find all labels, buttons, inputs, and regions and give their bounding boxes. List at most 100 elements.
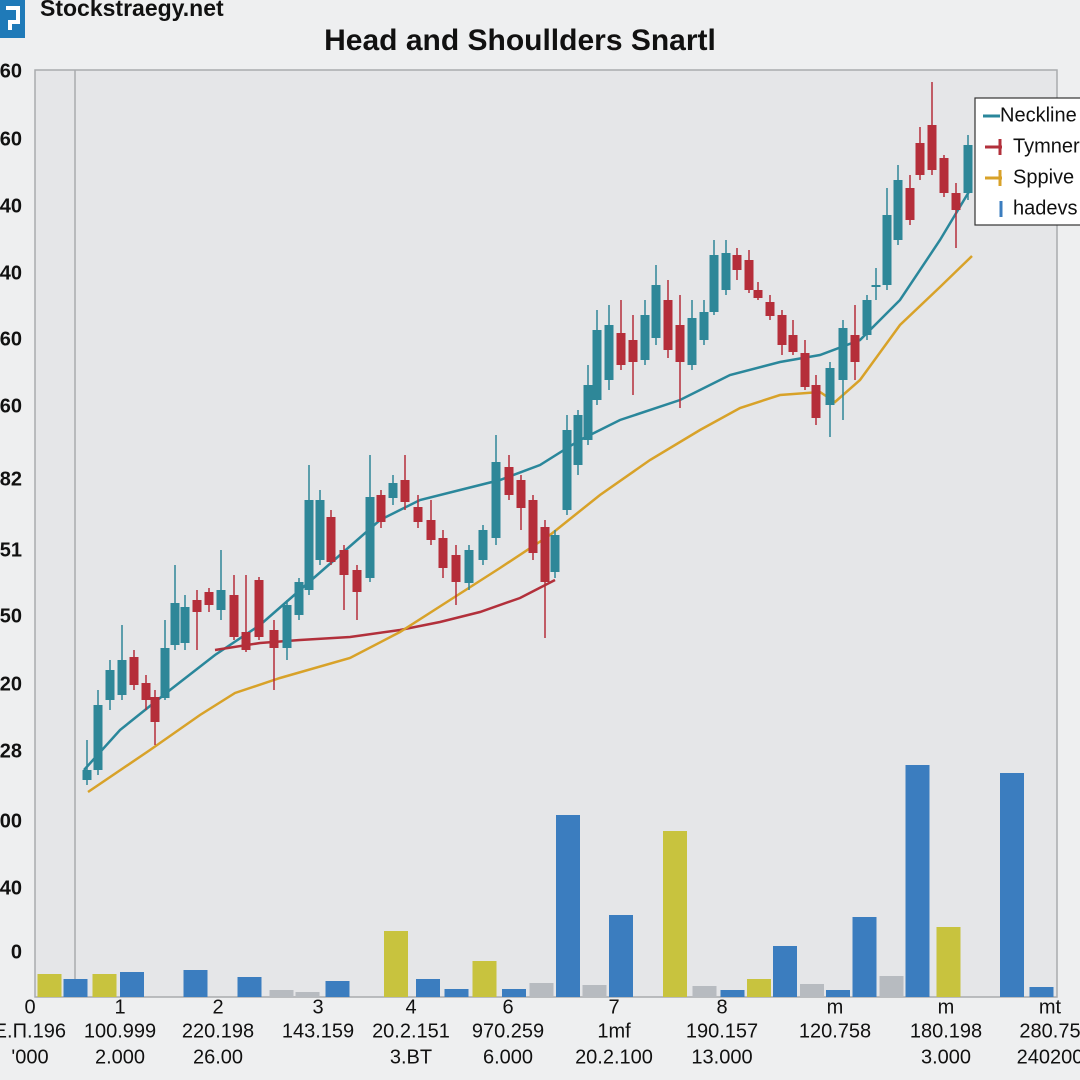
volume-bar [826, 990, 850, 997]
volume-bar [529, 983, 554, 997]
legend-label: Sppive [1013, 166, 1074, 188]
x-sublabel: 100.999 [84, 1020, 156, 1042]
x-sublabel-2: '000 [11, 1046, 48, 1068]
candle-body [170, 603, 180, 645]
x-sublabel: 120.758 [799, 1020, 871, 1042]
candle-body [882, 215, 892, 285]
candle-body [254, 580, 264, 637]
y-tick-label: 0 [11, 941, 22, 963]
x-tick-label: 8 [716, 996, 727, 1018]
chart-title: Head and Shoullders Snartl [324, 24, 716, 57]
candle-body [604, 325, 614, 380]
candle-body [129, 657, 139, 685]
candle-body [516, 480, 526, 508]
candle-body [282, 605, 292, 648]
candle-body [216, 590, 226, 610]
x-sublabel: 280.75 [1019, 1020, 1080, 1042]
volume-bar [120, 972, 144, 997]
candle-body [82, 770, 92, 780]
candle-body [365, 497, 375, 578]
candle-body [675, 325, 685, 362]
volume-bar [92, 974, 117, 997]
volume-bar [416, 979, 440, 997]
x-tick-label: 1 [114, 996, 125, 1018]
volume-bar [879, 976, 904, 997]
x-tick-label: 4 [405, 996, 416, 1018]
legend-box [974, 97, 1080, 226]
candle-body [141, 683, 151, 700]
candle-body [315, 500, 325, 560]
volume-bar [237, 977, 262, 997]
candle-body [850, 335, 860, 362]
y-tick-label: 60 [0, 60, 22, 82]
x-sublabel-2: 20.2.100 [575, 1046, 653, 1068]
candle-body [592, 330, 602, 400]
candle-body [117, 660, 127, 695]
candle-body [811, 385, 821, 418]
candle-body [204, 592, 214, 605]
x-sublabel-2: 13.000 [691, 1046, 752, 1068]
legend-label: hadevs [1013, 197, 1078, 219]
x-sublabel: 1mf [597, 1020, 631, 1042]
candle-body [241, 632, 251, 650]
volume-bar [37, 974, 62, 997]
candle-body [699, 312, 709, 340]
candle-body [905, 188, 915, 220]
x-sublabel: 20.2.151 [372, 1020, 450, 1042]
volume-bar [905, 765, 930, 997]
candle-body [150, 697, 160, 722]
candle-body [915, 143, 925, 175]
y-tick-label: 60 [0, 328, 22, 350]
x-tick-label: 6 [502, 996, 513, 1018]
y-tick-label: 28 [0, 740, 22, 762]
candle-body [388, 483, 398, 498]
candle-body [528, 500, 538, 553]
x-tick-label: 3 [312, 996, 323, 1018]
volume-bar [720, 990, 745, 997]
candle-body [504, 467, 514, 495]
volume-bar [692, 986, 717, 997]
volume-bar [502, 989, 526, 997]
candle-body [838, 328, 848, 380]
y-tick-label: 51 [0, 539, 22, 561]
volume-bar [384, 931, 408, 997]
candle-body [765, 302, 775, 316]
x-tick-label: m [938, 996, 955, 1018]
legend: Neckline Tymner Sppive hadevs [974, 97, 1080, 226]
candle-body [540, 527, 550, 582]
candle-body [438, 538, 448, 568]
candle-body [229, 595, 239, 637]
x-tick-label: m [827, 996, 844, 1018]
candle-body [464, 550, 474, 583]
volume-bar [773, 946, 797, 997]
candle-body [400, 480, 410, 502]
candle-body [651, 285, 661, 338]
y-tick-label: 60 [0, 395, 22, 417]
candle-body [451, 555, 461, 582]
candle-body [562, 430, 572, 510]
candle-body [478, 530, 488, 560]
candle-body [294, 582, 304, 615]
x-sublabel-2: 3.BT [390, 1046, 432, 1068]
candle-body [376, 495, 386, 522]
candle-body [304, 500, 314, 590]
volume-bar [325, 981, 350, 997]
x-sublabel-2: 26.00 [193, 1046, 243, 1068]
x-tick-label: mt [1039, 996, 1062, 1018]
x-sublabel: Ξ.Π.196 [0, 1020, 66, 1042]
y-tick-label: 82 [0, 468, 22, 490]
x-sublabel-2: 6.000 [483, 1046, 533, 1068]
x-sublabel: 143.159 [282, 1020, 354, 1042]
candle-body [951, 193, 961, 210]
candle-body [800, 353, 810, 387]
candle-body [573, 415, 583, 465]
x-sublabel: 220.198 [182, 1020, 254, 1042]
candle-body [777, 315, 787, 345]
y-tick-label: 40 [0, 195, 22, 217]
y-tick-label: 40 [0, 877, 22, 899]
candle-body [339, 550, 349, 575]
volume-bar [556, 815, 580, 997]
candle-body [192, 600, 202, 612]
